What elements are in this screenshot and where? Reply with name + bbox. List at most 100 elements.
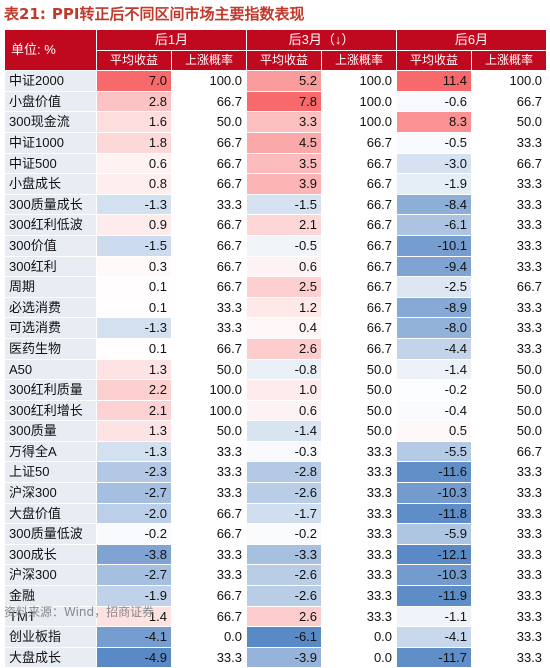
up-probability-cell: 33.3 (170, 646, 248, 668)
up-probability-cell: 66.7 (170, 152, 248, 175)
avg-return-cell: 0.6 (96, 152, 172, 175)
avg-return-cell: -11.9 (396, 585, 473, 607)
index-name: 万得全A (4, 440, 97, 463)
up-probability-cell: 33.3 (471, 255, 548, 278)
up-probability-cell: 50.0 (471, 111, 548, 133)
up-probability-cell: 33.3 (170, 543, 248, 566)
index-name: 沪深300 (4, 564, 97, 587)
up-probability-cell: 33.3 (471, 214, 548, 236)
table-row: 大盘成长 -4.9 33.3 -3.9 0.0 -11.7 33.3 (4, 646, 548, 668)
up-probability-cell: 100.0 (321, 111, 398, 133)
up-probability-cell: 33.3 (471, 502, 548, 525)
up-probability-cell: 33.3 (170, 564, 248, 587)
avg-return-cell: -8.9 (396, 296, 473, 319)
avg-return-cell: -2.7 (96, 482, 172, 504)
up-probability-cell: 66.7 (170, 337, 248, 360)
up-probability-cell: 33.3 (471, 317, 548, 339)
table-row: 300红利质量 2.2 100.0 1.0 50.0 -0.2 50.0 (4, 379, 548, 401)
avg-return-cell: -1.4 (396, 358, 473, 381)
index-name: 300红利增长 (4, 399, 97, 422)
avg-return-cell: -5.5 (396, 440, 473, 463)
avg-return-cell: -12.1 (396, 543, 473, 566)
avg-return-cell: -11.8 (396, 502, 473, 525)
index-name: 沪深300 (4, 482, 97, 504)
index-name: 中证1000 (4, 131, 97, 154)
up-probability-cell: 66.7 (471, 440, 548, 463)
avg-return-header: 平均收益 (96, 49, 172, 72)
avg-return-cell: -2.5 (396, 276, 473, 298)
avg-return-cell: -2.3 (96, 461, 172, 484)
up-probability-cell: 50.0 (471, 420, 548, 442)
avg-return-cell: -6.1 (396, 214, 473, 236)
index-name: 300红利 (4, 255, 97, 278)
up-probability-cell: 33.3 (471, 523, 548, 545)
table-row: TMT 1.4 66.7 2.6 33.3 -1.1 33.3 (4, 605, 548, 628)
index-name: 300价值 (4, 234, 97, 257)
up-probability-cell: 33.3 (170, 296, 248, 319)
up-probability-cell: 66.7 (321, 234, 398, 257)
up-probability-cell: 33.3 (471, 564, 548, 587)
avg-return-cell: 3.5 (246, 152, 323, 175)
up-probability-cell: 66.7 (170, 585, 248, 607)
table-row: 沪深300 -2.7 33.3 -2.6 33.3 -10.3 33.3 (4, 482, 548, 504)
avg-return-cell: -3.8 (96, 543, 172, 566)
up-probability-cell: 100.0 (170, 399, 248, 422)
table-row: 创业板指 -4.1 0.0 -6.1 0.0 -4.1 33.3 (4, 626, 548, 648)
table-number: 表21: (4, 5, 46, 23)
avg-return-cell: -0.2 (246, 523, 323, 545)
table-row: 300价值 -1.5 66.7 -0.5 66.7 -10.1 33.3 (4, 234, 548, 257)
index-name: 中证2000 (4, 70, 97, 92)
up-probability-cell: 66.7 (170, 90, 248, 113)
up-probability-cell: 66.7 (321, 152, 398, 175)
up-probability-cell: 0.0 (170, 626, 248, 648)
index-name: 可选消费 (4, 317, 97, 339)
avg-return-cell: -2.6 (246, 585, 323, 607)
avg-return-cell: -0.3 (246, 440, 323, 463)
avg-return-header: 平均收益 (396, 49, 473, 72)
up-probability-header: 上涨概率 (471, 49, 548, 72)
avg-return-cell: -0.8 (246, 358, 323, 381)
avg-return-cell: 2.8 (96, 90, 172, 113)
avg-return-cell: -8.4 (396, 193, 473, 216)
up-probability-header: 上涨概率 (170, 49, 248, 72)
index-name: 金融 (4, 585, 97, 607)
up-probability-cell: 33.3 (471, 605, 548, 628)
up-probability-cell: 33.3 (321, 605, 398, 628)
up-probability-cell: 33.3 (321, 585, 398, 607)
avg-return-cell: -4.4 (396, 337, 473, 360)
table-row: 300红利 0.3 66.7 0.6 66.7 -9.4 33.3 (4, 255, 548, 278)
up-probability-cell: 33.3 (471, 626, 548, 648)
up-probability-cell: 33.3 (170, 317, 248, 339)
avg-return-cell: -11.7 (396, 646, 473, 668)
index-name: 300质量成长 (4, 193, 97, 216)
up-probability-cell: 100.0 (471, 70, 548, 92)
up-probability-cell: 100.0 (170, 70, 248, 92)
up-probability-cell: 66.7 (170, 255, 248, 278)
index-name: TMT (4, 605, 97, 628)
index-name: A50 (4, 358, 97, 381)
up-probability-cell: 66.7 (321, 214, 398, 236)
up-probability-cell: 33.3 (471, 337, 548, 360)
avg-return-cell: 0.8 (96, 173, 172, 195)
avg-return-cell: 2.6 (246, 605, 323, 628)
up-probability-cell: 50.0 (321, 399, 398, 422)
table-row: 万得全A -1.3 33.3 -0.3 33.3 -5.5 66.7 (4, 440, 548, 463)
avg-return-cell: 3.3 (246, 111, 323, 133)
avg-return-cell: -3.0 (396, 152, 473, 175)
up-probability-cell: 66.7 (321, 131, 398, 154)
avg-return-cell: -8.0 (396, 317, 473, 339)
avg-return-cell: -6.1 (246, 626, 323, 648)
up-probability-cell: 33.3 (471, 173, 548, 195)
avg-return-cell: 2.6 (246, 337, 323, 360)
avg-return-cell: -4.9 (96, 646, 172, 668)
period-6m-header: 后6月 (396, 29, 548, 51)
up-probability-cell: 33.3 (170, 461, 248, 484)
table-row: 中证2000 7.0 100.0 5.2 100.0 11.4 100.0 (4, 70, 548, 92)
avg-return-cell: 2.2 (96, 379, 172, 401)
up-probability-cell: 66.7 (471, 276, 548, 298)
avg-return-cell: -2.0 (96, 502, 172, 525)
period-3m-header: 后3月（↓） (246, 29, 398, 51)
index-name: 300红利质量 (4, 379, 97, 401)
table-row: 大盘价值 -2.0 66.7 -1.7 33.3 -11.8 33.3 (4, 502, 548, 525)
avg-return-cell: 0.4 (246, 317, 323, 339)
